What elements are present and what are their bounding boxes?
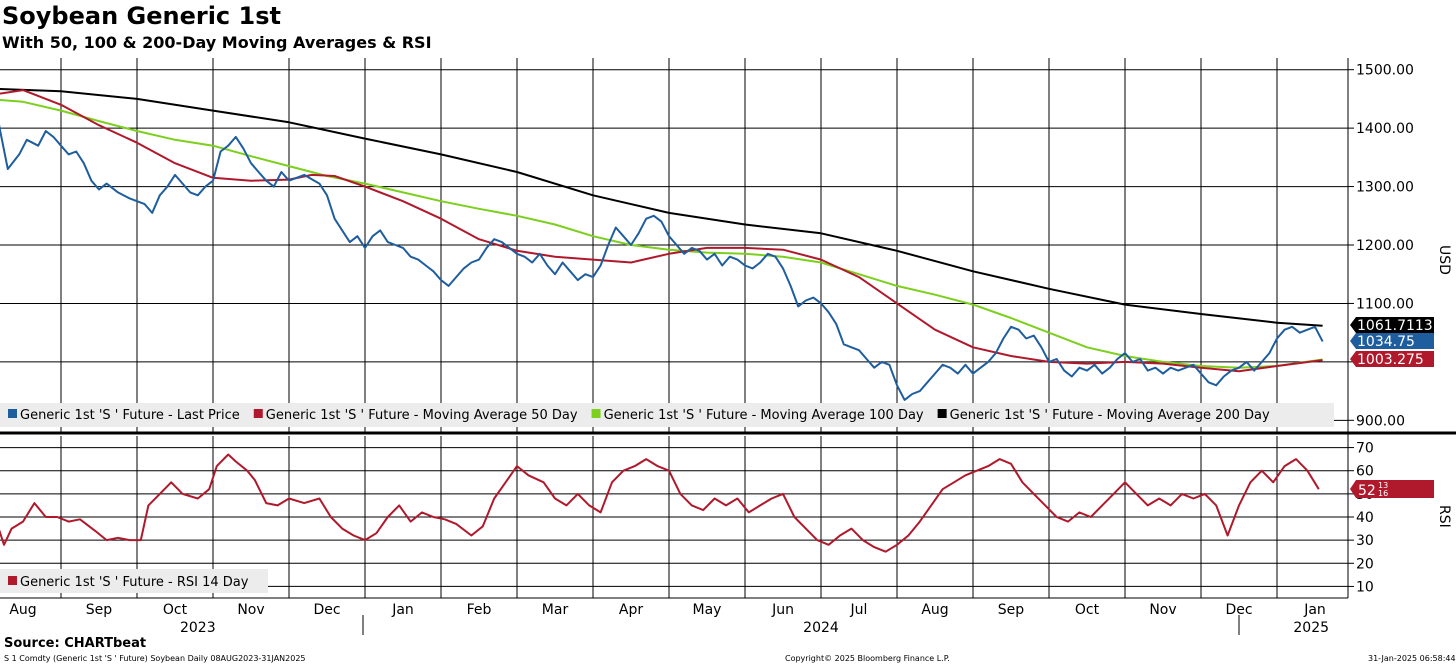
rsi-line [0,453,1320,553]
ma100-line [0,99,1323,369]
legend-label: Generic 1st 'S ' Future - Moving Average… [266,408,578,423]
rsi-tick-label: 40 [1356,510,1374,526]
price-legend-bg [0,403,1334,427]
rsi-tick-label: 70 [1356,441,1374,457]
source-label: Source: CHARTbeat [4,636,147,651]
last-value-box [1350,317,1434,333]
x-tick-label: Jan [1303,602,1326,618]
legend-label: Generic 1st 'S ' Future - Moving Average… [950,408,1270,423]
legend-label: Generic 1st 'S ' Future - Moving Average… [604,408,924,423]
year-label: 2025 [1293,620,1329,636]
year-label: 2023 [180,620,216,636]
rsi-tick-label: 10 [1356,579,1374,595]
rsi-axis-label: RSI [1436,505,1452,528]
rsi-tick-label: 30 [1356,533,1374,549]
chart-subtitle: With 50, 100 & 200-Day Moving Averages &… [2,33,432,52]
x-tick-label: Sep [998,602,1025,618]
legend-swatch [937,409,947,418]
legend-swatch [8,409,17,418]
rsi-last-value-fraction-den: 16 [1378,489,1388,498]
last-price-line [0,124,1324,401]
last-value-box [1350,333,1434,349]
x-tick-label: Oct [1075,602,1100,618]
legend-swatch [591,409,601,418]
price-tick-label: 900.00 [1356,413,1405,429]
rsi-legend-bg [0,569,268,593]
x-tick-label: May [693,602,722,618]
x-tick-label: Jun [771,602,794,618]
last-value-label: 1034.75 [1357,334,1415,350]
legend-label: Generic 1st 'S ' Future - Last Price [20,408,240,423]
year-label: 2024 [803,620,839,636]
price-tick-label: 1200.00 [1356,238,1414,254]
chart-title: Soybean Generic 1st [2,2,281,30]
price-tick-label: 1500.00 [1356,63,1414,79]
rsi-last-value-label: 52 [1358,483,1376,499]
x-tick-label: Aug [921,602,948,618]
x-tick-label: Feb [467,602,492,618]
rsi-tick-label: 60 [1356,464,1374,480]
x-tick-label: Mar [542,602,569,618]
x-tick-label: Dec [1225,602,1252,618]
price-axis-label: USD [1436,245,1452,275]
x-tick-label: Oct [163,602,188,618]
last-value-box [1350,351,1434,367]
copyright: Copyright© 2025 Bloomberg Finance L.P. [785,654,950,663]
rsi-tick-label: 20 [1356,556,1374,572]
x-tick-label: Jan [391,602,414,618]
x-tick-label: Apr [619,602,643,618]
rsi-last-value-box [1350,480,1434,498]
x-tick-label: Jul [850,602,868,618]
ticker-info: S 1 Comdty (Generic 1st 'S ' Future) Soy… [4,654,306,663]
x-tick-label: Dec [313,602,340,618]
price-tick-label: 1400.00 [1356,121,1414,137]
last-value-label: 1003.275 [1357,352,1424,368]
x-tick-label: Nov [237,602,264,618]
legend-swatch [253,409,263,418]
rsi-legend-swatch [8,576,17,585]
price-tick-label: 1300.00 [1356,180,1414,196]
price-tick-label: 1100.00 [1356,296,1414,312]
x-tick-label: Sep [86,602,113,618]
rsi-legend-label: Generic 1st 'S ' Future - RSI 14 Day [20,575,249,590]
x-tick-label: Aug [9,602,36,618]
last-value-label: 1061.7113 [1357,318,1433,334]
ma200-line [0,87,1323,327]
x-tick-label: Nov [1149,602,1176,618]
rsi-last-value-fraction-num: 13 [1378,481,1388,490]
timestamp: 31-Jan-2025 06:58:44 [1368,654,1456,663]
ma50-line [0,89,1323,373]
